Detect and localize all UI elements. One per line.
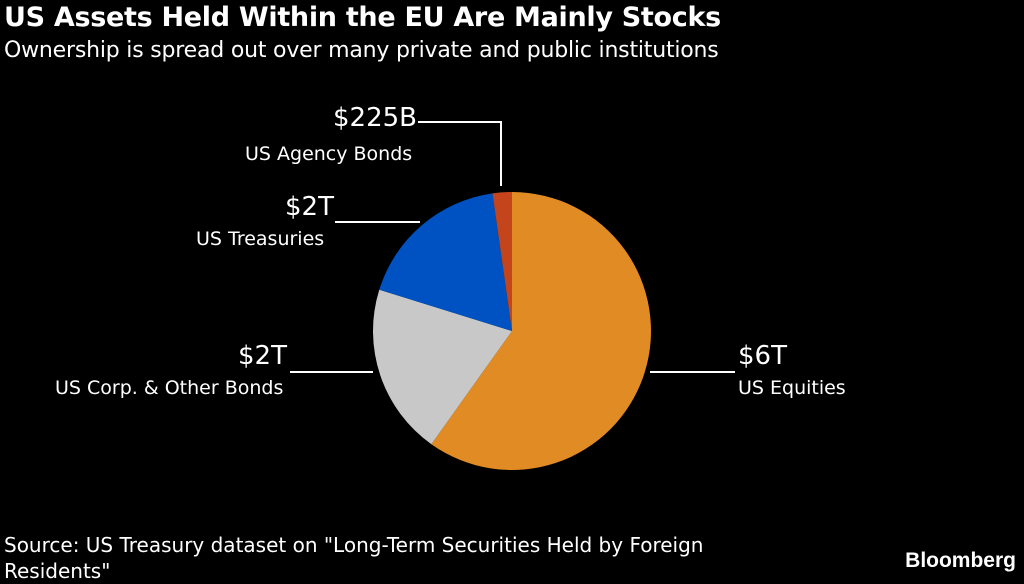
value-label-agency: $225B [333,103,418,133]
leader-line-agency [418,121,502,186]
value-label-corp: $2T [238,341,287,371]
chart-subtitle: Ownership is spread out over many privat… [4,38,719,63]
slice-label-corp: US Corp. & Other Bonds [55,377,284,399]
pie-slice-us-agency-bonds [492,192,512,331]
pie-slice-us-treasuries [379,193,512,331]
pie-slice-us-corp-other-bonds [373,289,512,445]
value-label-treasuries: $2T [285,192,334,222]
pie-slice-us-equities [431,192,651,470]
slice-label-treasuries: US Treasuries [196,228,325,250]
slice-label-equities: US Equities [738,377,846,399]
value-label-equities: $6T [738,341,787,371]
slice-label-agency: US Agency Bonds [245,143,413,165]
chart-title: US Assets Held Within the EU Are Mainly … [4,2,721,33]
bloomberg-logo: Bloomberg [905,549,1016,572]
source-note: Source: US Treasury dataset on "Long-Ter… [4,533,704,583]
